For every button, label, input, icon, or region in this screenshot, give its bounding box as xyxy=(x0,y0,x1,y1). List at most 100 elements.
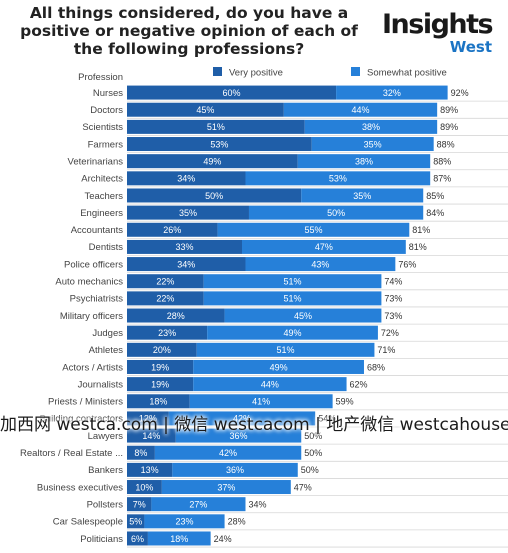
data-label-somewhat-positive-realtors-real-estate: 42% xyxy=(219,448,237,458)
data-label-somewhat-positive-business-executives: 37% xyxy=(217,482,235,492)
bar-very-positive-priests-ministers xyxy=(127,394,190,409)
bar-somewhat-positive-priests-ministers xyxy=(189,394,333,409)
total-label-realtors-real-estate: 50% xyxy=(304,448,322,458)
bar-somewhat-positive-scientists xyxy=(304,119,438,134)
data-label-very-positive-lawyers: 14% xyxy=(142,431,160,441)
bar-somewhat-positive-athletes xyxy=(196,342,375,357)
bar-very-positive-journalists xyxy=(127,377,194,392)
data-label-somewhat-positive-police-officers: 43% xyxy=(311,259,329,269)
category-label-psychiatrists: Psychiatrists xyxy=(70,294,124,305)
bar-somewhat-positive-car-salespeople xyxy=(144,514,225,529)
data-label-very-positive-veterinarians: 49% xyxy=(203,156,221,166)
bar-very-positive-psychiatrists xyxy=(127,291,204,306)
bar-somewhat-positive-building-contractors xyxy=(168,411,316,426)
bar-very-positive-dentists xyxy=(127,239,243,254)
total-label-lawyers: 50% xyxy=(304,431,322,441)
data-label-somewhat-positive-journalists: 44% xyxy=(261,379,279,389)
total-label-scientists: 89% xyxy=(440,122,458,132)
bar-somewhat-positive-architects xyxy=(245,171,431,186)
bar-very-positive-actors-artists xyxy=(127,359,194,374)
category-label-engineers: Engineers xyxy=(80,208,123,219)
data-label-somewhat-positive-car-salespeople: 23% xyxy=(175,517,193,527)
bar-somewhat-positive-journalists xyxy=(193,377,347,392)
data-label-very-positive-military-officers: 28% xyxy=(167,311,185,321)
data-label-very-positive-athletes: 20% xyxy=(153,345,171,355)
bar-very-positive-politicians xyxy=(127,531,148,546)
data-label-somewhat-positive-veterinarians: 38% xyxy=(355,156,373,166)
bar-somewhat-positive-nurses xyxy=(336,85,448,100)
bar-very-positive-business-executives xyxy=(127,480,162,495)
total-label-accountants: 81% xyxy=(412,225,430,235)
data-label-very-positive-police-officers: 34% xyxy=(177,259,195,269)
total-label-building-contractors: 54% xyxy=(318,414,336,424)
data-label-very-positive-actors-artists: 19% xyxy=(151,362,169,372)
total-label-psychiatrists: 73% xyxy=(384,294,402,304)
category-label-building-contractors: Building contractors xyxy=(40,414,124,425)
data-label-somewhat-positive-accountants: 55% xyxy=(304,225,322,235)
bar-very-positive-pollsters xyxy=(127,497,152,512)
logo-wordmark: Insights xyxy=(382,9,494,40)
total-label-doctors: 89% xyxy=(440,105,458,115)
legend-label-very-positive: Very positive xyxy=(229,68,283,79)
total-label-military-officers: 73% xyxy=(384,311,402,321)
data-label-very-positive-car-salespeople: 5% xyxy=(129,517,142,527)
bar-very-positive-farmers xyxy=(127,137,312,152)
total-label-bankers: 50% xyxy=(301,465,319,475)
bar-somewhat-positive-veterinarians xyxy=(297,154,431,169)
category-label-veterinarians: Veterinarians xyxy=(68,156,124,167)
data-label-very-positive-pollsters: 7% xyxy=(133,499,146,509)
category-header: Profession xyxy=(78,72,123,83)
total-label-farmers: 88% xyxy=(437,139,455,149)
data-label-very-positive-judges: 23% xyxy=(158,328,176,338)
data-label-very-positive-doctors: 45% xyxy=(196,105,214,115)
bar-very-positive-building-contractors xyxy=(127,411,169,426)
data-label-somewhat-positive-dentists: 47% xyxy=(315,242,333,252)
total-label-architects: 87% xyxy=(433,174,451,184)
category-label-auto-mechanics: Auto mechanics xyxy=(55,277,123,288)
total-label-judges: 72% xyxy=(381,328,399,338)
category-label-judges: Judges xyxy=(92,328,123,339)
bar-somewhat-positive-bankers xyxy=(172,462,298,477)
bar-somewhat-positive-accountants xyxy=(217,222,410,237)
category-label-farmers: Farmers xyxy=(88,139,124,150)
data-label-somewhat-positive-teachers: 35% xyxy=(353,191,371,201)
data-label-somewhat-positive-priests-ministers: 41% xyxy=(252,397,270,407)
bar-very-positive-doctors xyxy=(127,102,284,117)
bar-very-positive-veterinarians xyxy=(127,154,298,169)
category-label-doctors: Doctors xyxy=(90,105,123,116)
total-label-actors-artists: 68% xyxy=(367,362,385,372)
bar-somewhat-positive-pollsters xyxy=(151,497,246,512)
bar-somewhat-positive-business-executives xyxy=(161,480,291,495)
data-label-somewhat-positive-bankers: 36% xyxy=(226,465,244,475)
total-label-priests-ministers: 59% xyxy=(336,397,354,407)
bar-very-positive-car-salespeople xyxy=(127,514,145,529)
total-label-veterinarians: 88% xyxy=(433,156,451,166)
category-label-realtors-real-estate: Realtors / Real Estate ... xyxy=(20,448,123,459)
data-label-very-positive-auto-mechanics: 22% xyxy=(156,277,174,287)
insights-west-logo: Insights West xyxy=(382,10,494,58)
data-label-somewhat-positive-auto-mechanics: 51% xyxy=(284,277,302,287)
category-label-lawyers: Lawyers xyxy=(88,431,124,442)
data-label-very-positive-business-executives: 10% xyxy=(135,482,153,492)
data-label-very-positive-priests-ministers: 18% xyxy=(149,397,167,407)
data-label-somewhat-positive-athletes: 51% xyxy=(277,345,295,355)
total-label-dentists: 81% xyxy=(409,242,427,252)
bar-very-positive-teachers xyxy=(127,188,302,203)
bar-somewhat-positive-farmers xyxy=(311,137,434,152)
data-label-somewhat-positive-doctors: 44% xyxy=(351,105,369,115)
category-label-bankers: Bankers xyxy=(88,465,123,476)
bar-very-positive-military-officers xyxy=(127,308,225,323)
total-label-politicians: 24% xyxy=(214,534,232,544)
total-label-car-salespeople: 28% xyxy=(228,517,246,527)
total-label-teachers: 85% xyxy=(426,191,444,201)
category-label-military-officers: Military officers xyxy=(60,311,123,322)
total-label-police-officers: 76% xyxy=(398,259,416,269)
bar-very-positive-bankers xyxy=(127,462,173,477)
bar-very-positive-auto-mechanics xyxy=(127,274,204,289)
data-label-somewhat-positive-politicians: 18% xyxy=(170,534,188,544)
data-label-very-positive-engineers: 35% xyxy=(179,208,197,218)
bar-somewhat-positive-auto-mechanics xyxy=(203,274,382,289)
data-label-very-positive-architects: 34% xyxy=(177,174,195,184)
category-label-priests-ministers: Priests / Ministers xyxy=(48,397,123,408)
bar-somewhat-positive-realtors-real-estate xyxy=(154,445,302,460)
